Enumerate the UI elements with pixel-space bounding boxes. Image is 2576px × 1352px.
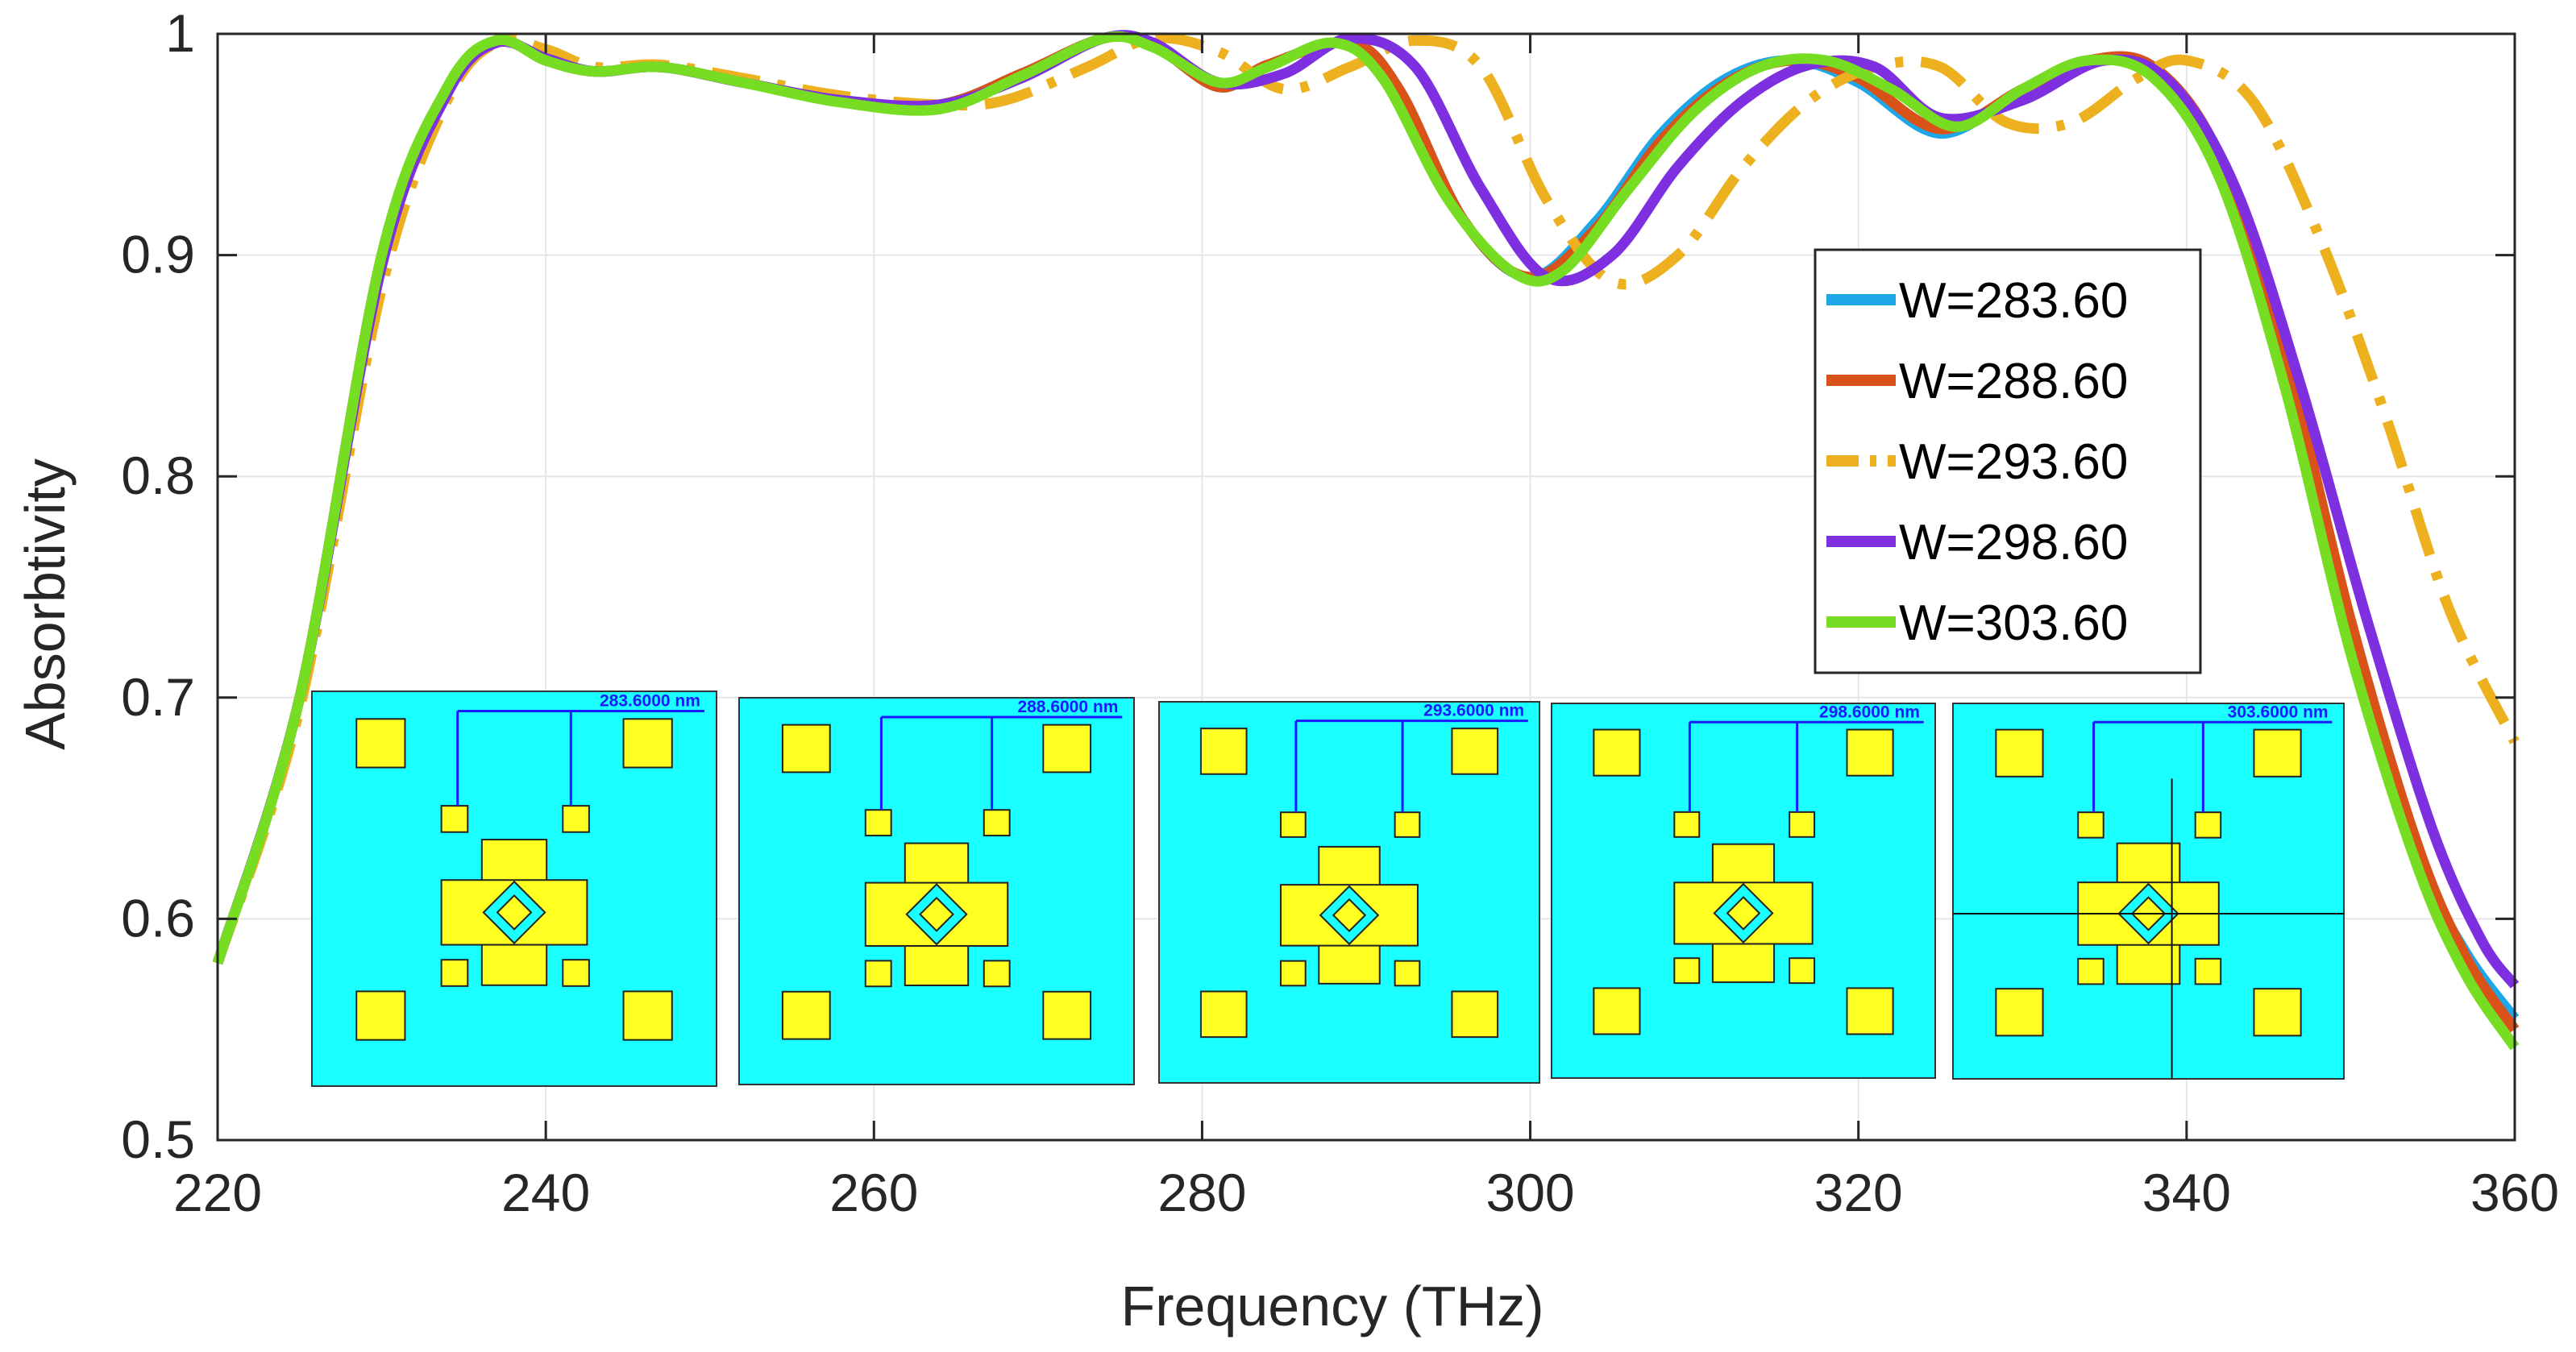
inset-patch-small [1280, 811, 1307, 838]
inset-patch [1593, 987, 1641, 1035]
inset-patch [355, 718, 406, 769]
inset-patch [781, 990, 831, 1040]
y-tick-label: 1 [165, 3, 195, 63]
x-tick-label: 360 [2470, 1163, 2559, 1222]
inset-patch [1451, 990, 1499, 1039]
x-axis-label: Frequency (THz) [1120, 1275, 1544, 1337]
series-lines [212, 30, 2520, 1051]
inset-patch-small [1789, 957, 1816, 985]
inset-patch-small [562, 959, 590, 987]
inset-patch-small [864, 960, 892, 988]
inset-patch [622, 990, 673, 1041]
inset-patch-small [2077, 957, 2104, 985]
inset-diamond-inner [919, 896, 954, 932]
legend-box [1814, 248, 2202, 674]
inset-patch [1042, 990, 1092, 1040]
inset-structure: 298.6000 nm [1551, 703, 1936, 1079]
inset-structure: 283.6000 nm [311, 691, 717, 1087]
inset-dimension-label: 303.6000 nm [2228, 703, 2329, 721]
inset-patch [1042, 724, 1092, 773]
y-tick-label: 0.5 [121, 1109, 195, 1169]
x-tick-label: 280 [1157, 1163, 1246, 1222]
inset-patch [1846, 728, 1894, 777]
inset-patch-small [440, 805, 469, 833]
inset-diamond-inner [1332, 898, 1367, 933]
legend-label-1: W=283.60 [1899, 273, 2128, 329]
inset-dimension-label: 298.6000 nm [1819, 703, 1920, 721]
inset-patch-small [2077, 811, 2104, 839]
inset-patch-small [1673, 811, 1701, 838]
inset-patch [1995, 988, 2044, 1037]
legend-label-2: W=288.60 [1899, 354, 2128, 409]
inset-patch-small [562, 805, 590, 833]
x-tick-label: 260 [829, 1163, 918, 1222]
legend: W=283.60 W=288.60 W=293.60 W=298.60 W=303.60 [1814, 248, 2202, 674]
inset-diamond-inner [496, 894, 533, 931]
tick-labels: 220 240 260 280 300 320 340 360 0.5 0.6 0.7 0.8 0.9 1 [121, 3, 2559, 1222]
inset-patch-small [1394, 960, 1421, 987]
inset-structure: 303.6000 nm [1952, 703, 2345, 1080]
inset-patch [1995, 728, 2044, 778]
inset-structure: 288.6000 nm [738, 697, 1135, 1085]
inset-patch [1846, 987, 1894, 1035]
inset-patch [1199, 728, 1248, 775]
legend-label-3: W=293.60 [1899, 434, 2128, 490]
inset-dimension-label: 283.6000 nm [600, 692, 700, 711]
y-tick-label: 0.7 [121, 667, 195, 727]
x-tick-label: 220 [173, 1163, 262, 1222]
y-tick-label: 0.6 [121, 888, 195, 948]
inset-patch-small [440, 959, 469, 987]
inset-structure: 293.6000 nm [1158, 701, 1540, 1084]
legend-label-4: W=298.60 [1899, 515, 2128, 570]
x-tick-label: 300 [1486, 1163, 1575, 1222]
inset-images: 283.6000 nm 288.6000 nm 293.6000 nm 298.600… [311, 691, 2345, 1087]
inset-patch-small [2194, 957, 2222, 985]
axes [216, 32, 2516, 1142]
y-axis-label: Absorbtivity [14, 458, 77, 750]
inset-patch [781, 724, 831, 773]
inset-patch-small [1394, 811, 1421, 838]
x-tick-label: 240 [501, 1163, 590, 1222]
inset-patch-small [2194, 811, 2222, 839]
inset-patch-small [1789, 811, 1816, 838]
x-tick-label: 340 [2142, 1163, 2231, 1222]
inset-patch [1199, 990, 1248, 1039]
x-tick-label: 320 [1814, 1163, 1903, 1222]
y-tick-label: 0.9 [121, 225, 195, 284]
series-line-3 [212, 32, 2520, 965]
inset-patch [1451, 728, 1499, 775]
series-line-5 [212, 31, 2520, 1051]
inset-patch [355, 990, 406, 1041]
inset-patch-small [1673, 957, 1701, 985]
inset-patch-small [864, 809, 892, 837]
inset-patch-small [1280, 960, 1307, 987]
inset-patch-small [983, 809, 1011, 837]
legend-label-5: W=303.60 [1899, 595, 2128, 651]
inset-patch [2253, 728, 2302, 778]
plot-frame [216, 32, 2516, 1142]
inset-dimension-label: 288.6000 nm [1017, 698, 1118, 716]
inset-patch [622, 718, 673, 769]
inset-diamond-inner [1726, 896, 1761, 931]
inset-patch [1593, 728, 1641, 777]
y-tick-label: 0.8 [121, 446, 195, 505]
inset-dimension-label: 293.6000 nm [1423, 702, 1524, 720]
inset-patch-small [983, 960, 1011, 988]
inset-patch [2253, 988, 2302, 1037]
